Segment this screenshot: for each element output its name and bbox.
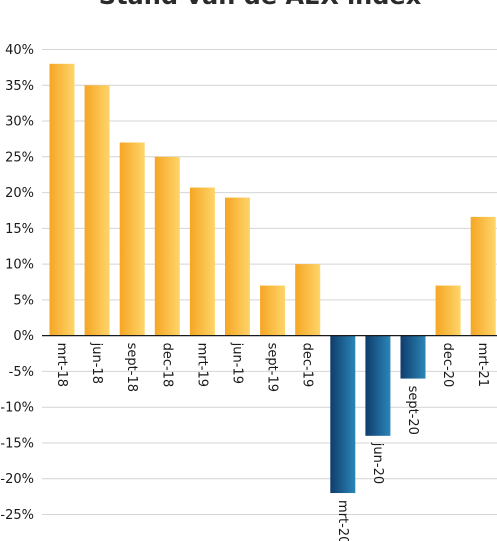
bar-sept-20 xyxy=(400,335,426,379)
x-tick-label-mrt-21: mrt-21 xyxy=(475,343,490,387)
y-tick-label: 30% xyxy=(5,115,34,130)
bar-jun-20 xyxy=(365,335,391,436)
bars xyxy=(49,63,496,494)
x-tick-label-mrt-20: mrt-20 xyxy=(335,500,350,541)
x-tick-label-sept-19: sept-19 xyxy=(265,343,280,392)
y-tick-label: 20% xyxy=(5,186,34,201)
y-axis-ticks: 40% 35% 30% 25% 20% 15% 10% 5% 0% -5% -10% -15% -20%… xyxy=(0,43,34,523)
bar-mrt-18 xyxy=(49,63,75,336)
x-axis-ticks: mrt-18 jun-18 sept-18 dec-18 mrt-19 jun-19 sep… xyxy=(54,342,490,541)
bar-jun-19 xyxy=(225,197,250,336)
bar-mrt-19 xyxy=(189,187,215,336)
x-tick-label-dec-19: dec-19 xyxy=(300,343,315,388)
y-tick-label: 35% xyxy=(5,79,34,94)
x-tick-label-sept-20: sept-20 xyxy=(405,386,420,435)
y-tick-label: -20% xyxy=(0,472,34,487)
y-tick-label: 10% xyxy=(5,258,34,273)
y-tick-label: 25% xyxy=(5,150,34,165)
x-tick-label-jun-20: jun-20 xyxy=(370,442,385,484)
y-tick-label: 5% xyxy=(13,293,34,308)
x-tick-label-jun-19: jun-19 xyxy=(230,342,245,384)
x-tick-label-dec-18: dec-18 xyxy=(159,343,174,388)
y-tick-label: 40% xyxy=(5,43,34,58)
bar-dec-20 xyxy=(435,285,461,336)
y-tick-label: 0% xyxy=(13,329,34,344)
y-tick-label: -15% xyxy=(0,436,34,451)
chart-title: Stand van de AEX-index xyxy=(99,0,422,10)
bar-mrt-21 xyxy=(470,216,496,336)
x-tick-label-dec-20: dec-20 xyxy=(440,343,455,388)
gridlines xyxy=(42,49,497,515)
y-tick-label: -25% xyxy=(0,508,34,523)
x-tick-label-mrt-19: mrt-19 xyxy=(194,343,209,387)
x-tick-label-sept-18: sept-18 xyxy=(124,343,139,392)
bar-dec-18 xyxy=(154,156,180,336)
y-tick-label: -10% xyxy=(0,401,34,416)
bar-mrt-20 xyxy=(330,335,356,494)
x-tick-label-mrt-18: mrt-18 xyxy=(54,343,69,387)
y-tick-label: 15% xyxy=(5,222,34,237)
x-tick-label-jun-18: jun-18 xyxy=(89,342,104,384)
bar-jun-18 xyxy=(84,85,110,336)
bar-sept-18 xyxy=(119,142,145,336)
bar-sept-19 xyxy=(260,285,286,336)
y-tick-label: -5% xyxy=(9,365,34,380)
bar-dec-19 xyxy=(295,264,321,336)
